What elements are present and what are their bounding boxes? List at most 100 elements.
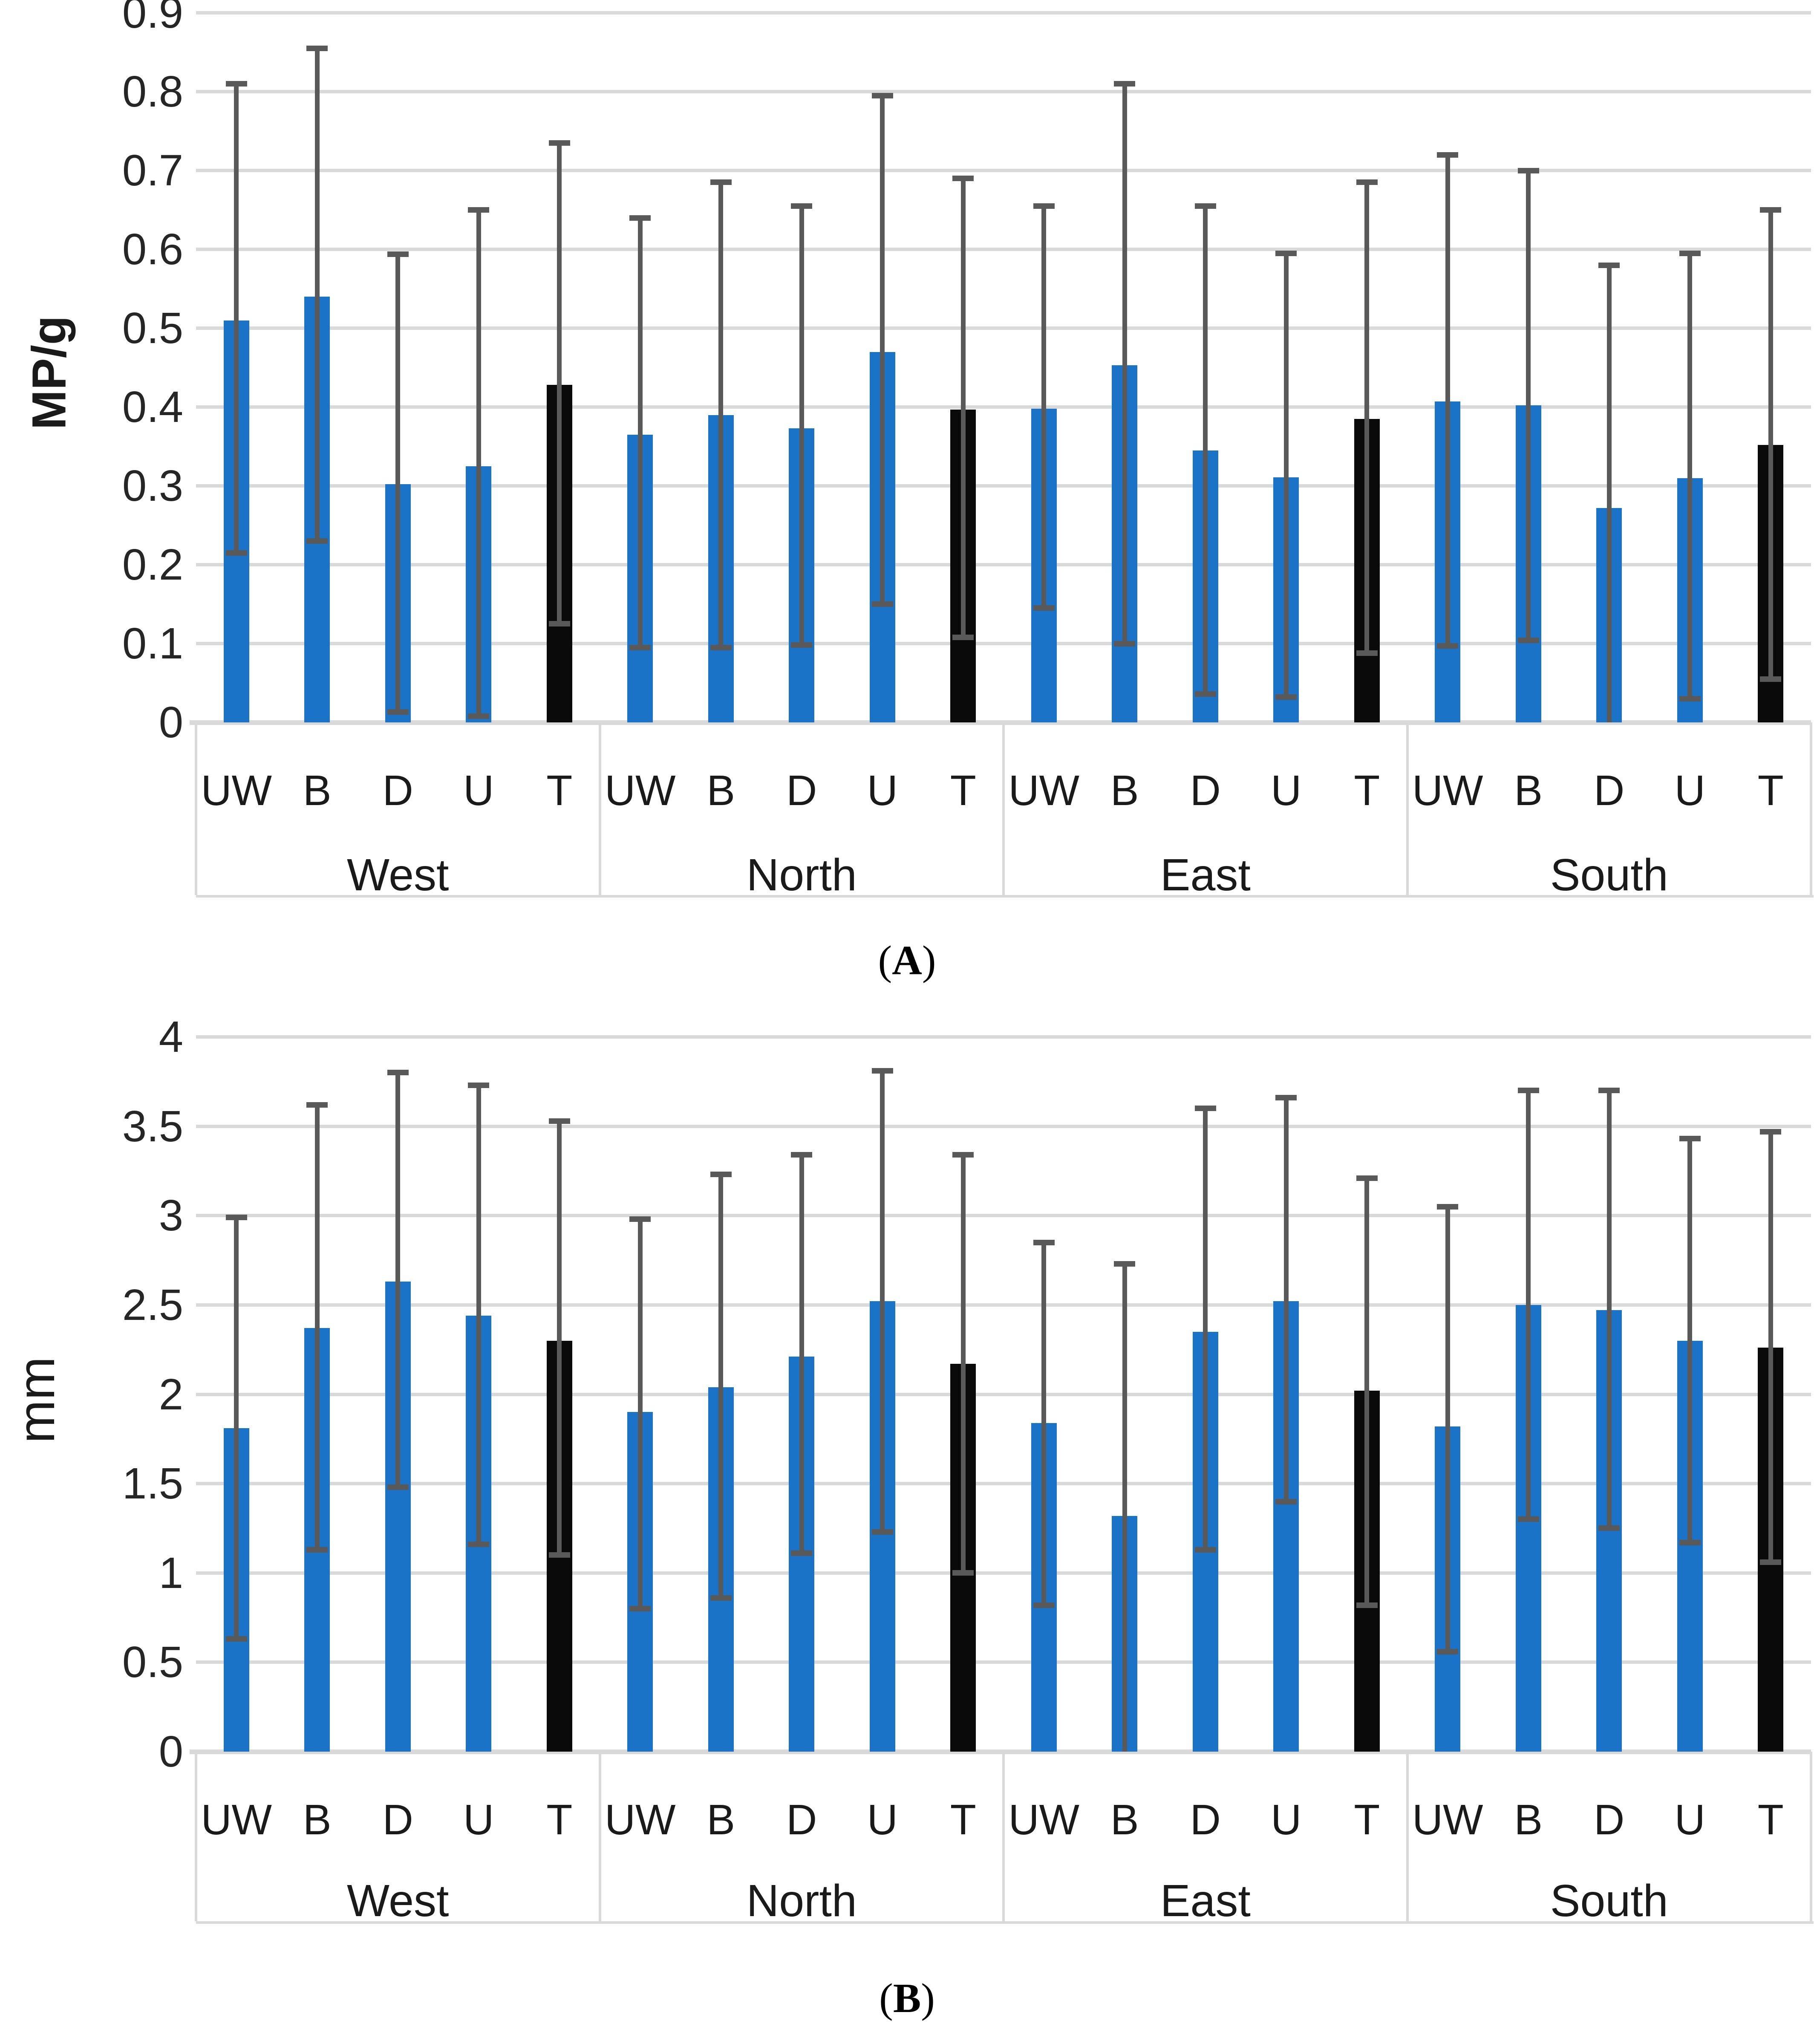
error-line-a-north-t (960, 178, 966, 638)
y-tick-a-0.9: 0.9 (122, 0, 183, 37)
error-cap-bottom-a-south-u (1679, 696, 1701, 702)
gridline-b-2.5 (196, 1303, 1811, 1307)
x-tick-b-north-b: B (707, 1796, 735, 1844)
x-axis-groups-a: West North East South (196, 850, 1811, 900)
error-line-b-north-t (960, 1155, 966, 1573)
error-cap-top-a-west-t (548, 140, 570, 146)
x-tick-a-south-uw: UW (1412, 767, 1483, 814)
x-tick-b-east-t: T (1354, 1796, 1380, 1844)
error-cap-top-a-south-t (1760, 207, 1782, 213)
error-line-b-west-uw (234, 1217, 239, 1639)
gridline-b-3.5 (196, 1124, 1811, 1128)
x-tick-b-south-t: T (1757, 1796, 1784, 1844)
error-cap-top-b-west-b (306, 1102, 328, 1108)
group-separator-a-2 (1002, 722, 1005, 895)
error-cap-top-b-east-uw (1033, 1239, 1055, 1245)
caption-a: (A) (0, 940, 1814, 982)
group-label-a-east: East (1160, 850, 1251, 900)
error-line-b-west-d (395, 1072, 401, 1487)
error-line-a-west-uw (234, 84, 239, 553)
error-cap-bottom-b-south-d (1598, 1525, 1620, 1531)
gridline-a-0.8 (196, 90, 1811, 93)
y-tick-b-2.5: 2.5 (122, 1280, 183, 1329)
error-line-b-east-d (1203, 1108, 1208, 1550)
y-tick-b-2: 2 (159, 1369, 183, 1419)
gridline-a-0.6 (196, 248, 1811, 251)
error-line-a-south-uw (1445, 155, 1450, 646)
error-cap-top-a-south-b (1517, 167, 1539, 173)
error-cap-top-a-west-uw (225, 81, 247, 87)
error-cap-top-b-west-t (548, 1118, 570, 1124)
y-tick-b-3: 3 (159, 1191, 183, 1240)
gridline-a-0.7 (196, 169, 1811, 172)
x-tick-a-south-d: D (1594, 767, 1625, 814)
error-line-b-north-uw (637, 1219, 643, 1609)
error-cap-top-a-south-uw (1437, 152, 1459, 158)
caption-a-open: ( (878, 938, 892, 984)
error-line-a-west-d (395, 254, 401, 712)
error-line-b-west-u (476, 1085, 481, 1545)
x-tick-a-east-d: D (1190, 767, 1221, 814)
x-tick-a-east-u: U (1271, 767, 1302, 814)
gridline-b-3 (196, 1214, 1811, 1218)
caption-b-letter: B (893, 1975, 921, 2021)
error-cap-top-b-south-d (1598, 1088, 1620, 1094)
error-line-a-east-u (1283, 253, 1289, 697)
error-cap-top-b-east-d (1194, 1106, 1216, 1111)
y-tick-a-0.8: 0.8 (122, 67, 183, 116)
error-cap-bottom-b-north-d (791, 1550, 813, 1556)
y-tick-b-4: 4 (159, 1012, 183, 1061)
error-line-a-east-d (1203, 206, 1208, 694)
error-cap-bottom-b-east-u (1275, 1498, 1297, 1504)
error-line-b-north-d (799, 1155, 804, 1553)
error-line-a-east-b (1122, 84, 1127, 644)
error-line-b-east-t (1364, 1178, 1370, 1605)
group-separator-a-4 (1810, 722, 1812, 895)
gridline-b-1 (196, 1571, 1811, 1575)
group-separator-a-1 (598, 722, 601, 895)
error-cap-top-b-east-u (1275, 1095, 1297, 1101)
error-cap-bottom-b-west-d (387, 1484, 409, 1490)
error-line-a-south-t (1768, 210, 1773, 679)
error-cap-top-b-west-uw (225, 1214, 247, 1220)
y-tick-a-0: 0 (159, 698, 183, 747)
caption-b-close: ) (921, 1975, 935, 2021)
error-cap-bottom-b-west-uw (225, 1636, 247, 1642)
y-tick-b-1: 1 (159, 1548, 183, 1597)
gridline-a-0.4 (196, 405, 1811, 409)
error-cap-bottom-a-west-b (306, 538, 328, 544)
error-line-b-east-uw (1041, 1242, 1047, 1605)
error-cap-top-b-south-u (1679, 1136, 1701, 1142)
x-tick-a-east-uw: UW (1008, 767, 1080, 814)
x-tick-b-north-uw: UW (604, 1796, 676, 1844)
x-tick-a-east-b: B (1110, 767, 1139, 814)
error-cap-bottom-a-east-d (1194, 691, 1216, 697)
group-label-b-west: West (346, 1876, 449, 1926)
error-line-b-west-t (557, 1121, 562, 1555)
group-label-b-east: East (1160, 1876, 1251, 1926)
error-cap-top-a-east-uw (1033, 203, 1055, 209)
x-axis-line-b (190, 1750, 1811, 1754)
axis-table-bottom-border-a (196, 895, 1814, 898)
error-cap-bottom-a-east-t (1356, 650, 1378, 656)
group-separator-b-4 (1810, 1752, 1812, 1921)
error-cap-top-a-west-d (387, 251, 409, 257)
caption-a-letter: A (892, 938, 922, 984)
error-cap-bottom-a-south-t (1760, 676, 1782, 682)
x-tick-b-west-uw: UW (201, 1796, 272, 1844)
error-cap-bottom-a-west-uw (225, 550, 247, 556)
caption-b-open: ( (879, 1975, 893, 2021)
error-cap-bottom-a-north-t (952, 634, 974, 640)
x-tick-b-west-d: D (382, 1796, 413, 1844)
caption-a-close: ) (922, 938, 936, 984)
error-cap-top-b-south-uw (1437, 1204, 1459, 1210)
plot-area-b (190, 1035, 1811, 1754)
x-tick-a-north-d: D (786, 767, 817, 814)
error-cap-bottom-a-north-d (791, 642, 813, 648)
error-cap-bottom-b-south-uw (1437, 1648, 1459, 1654)
x-tick-b-south-d: D (1594, 1796, 1625, 1844)
x-tick-b-north-u: U (867, 1796, 898, 1844)
error-cap-top-b-north-b (710, 1172, 732, 1178)
x-tick-a-east-t: T (1354, 767, 1380, 814)
